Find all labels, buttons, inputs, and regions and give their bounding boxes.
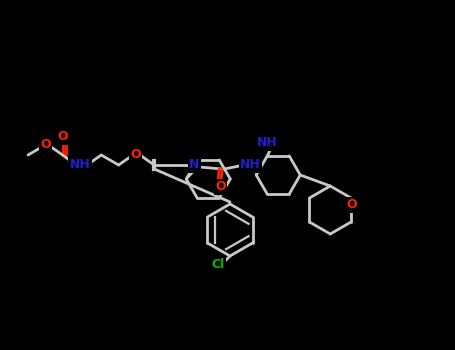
Text: O: O xyxy=(347,198,357,211)
Text: O: O xyxy=(131,148,141,161)
Text: O: O xyxy=(40,139,51,152)
Text: N: N xyxy=(189,159,199,172)
Text: O: O xyxy=(215,181,226,194)
Text: Cl: Cl xyxy=(212,258,225,271)
Text: O: O xyxy=(57,131,68,144)
Text: NH: NH xyxy=(257,136,278,149)
Text: NH: NH xyxy=(70,159,91,172)
Text: NH: NH xyxy=(240,159,261,172)
